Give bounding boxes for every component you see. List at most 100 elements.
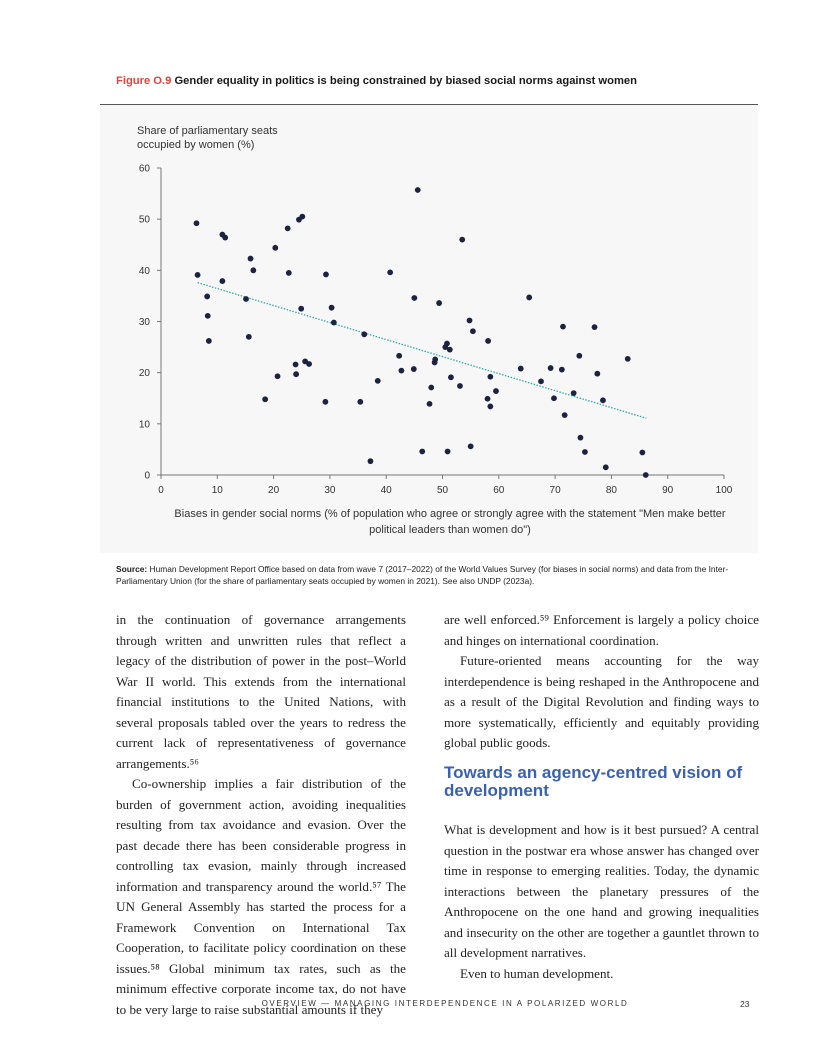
data-point — [642, 472, 649, 478]
paragraph: What is development and how is it best p… — [444, 822, 759, 960]
figure-title: Figure O.9 Gender equality in politics i… — [116, 75, 637, 87]
data-point — [594, 370, 601, 377]
running-footer: OVERVIEW — MANAGING INTERDEPENDENCE IN A… — [261, 999, 629, 1008]
data-point — [457, 383, 463, 389]
body-column-right-lower: What is development and how is it best p… — [444, 820, 759, 984]
data-point — [582, 449, 588, 455]
x-tick-label: 60 — [493, 485, 505, 496]
data-point — [419, 448, 426, 455]
data-point — [442, 344, 449, 350]
figure-number: Figure O.9 — [116, 75, 172, 87]
data-point — [547, 365, 554, 371]
paragraph: Future-oriented means accounting for the… — [444, 653, 759, 750]
data-point — [367, 458, 374, 465]
data-point — [396, 352, 403, 359]
data-point — [299, 213, 306, 220]
data-point — [485, 338, 492, 344]
x-tick-label: 100 — [716, 485, 733, 496]
data-point — [414, 187, 421, 193]
data-point — [526, 294, 533, 301]
data-point — [558, 366, 565, 373]
data-point — [323, 271, 329, 278]
data-point — [357, 398, 364, 405]
chart-panel — [100, 105, 758, 553]
data-point — [436, 300, 443, 306]
y-tick-label: 20 — [139, 368, 151, 379]
data-point — [448, 374, 454, 381]
x-tick-label: 50 — [437, 485, 449, 496]
data-point — [470, 328, 476, 335]
y-tick-label: 0 — [144, 471, 150, 482]
data-point — [446, 346, 453, 353]
data-point — [466, 317, 473, 324]
paragraph: are well enforced.⁵⁹ Enforcement is larg… — [444, 612, 759, 648]
data-point — [247, 255, 254, 262]
source-label: Source: — [116, 564, 148, 574]
data-point — [272, 244, 279, 251]
data-point — [426, 400, 433, 407]
x-tick-label: 0 — [158, 485, 164, 496]
data-point — [205, 338, 212, 344]
x-axis-label: Biases in gender social norms (% of popu… — [174, 508, 726, 536]
data-point — [431, 359, 438, 366]
section-heading: Towards an agency-centred vision of deve… — [444, 763, 743, 800]
data-point — [285, 269, 292, 276]
y-tick-label: 30 — [139, 317, 151, 328]
data-point — [576, 352, 583, 359]
x-tick-label: 90 — [662, 485, 674, 496]
data-point — [374, 377, 381, 384]
data-point — [551, 395, 557, 402]
data-point — [493, 388, 499, 394]
data-point — [194, 272, 201, 278]
data-point — [410, 366, 417, 372]
scatter-chart: 0 10 20 30 40 50 60 70 80 90 100 0 10 20 30 40 50 60 — [139, 164, 733, 497]
data-point — [243, 296, 249, 302]
data-point — [306, 361, 312, 367]
data-point — [293, 371, 300, 378]
y-tick-label: 60 — [139, 164, 151, 175]
data-point — [204, 312, 211, 319]
paragraph: in the continuation of governance arrang… — [116, 612, 406, 771]
page-number: 23 — [740, 999, 750, 1009]
data-point — [560, 323, 566, 330]
data-point — [600, 397, 606, 404]
data-point — [398, 367, 405, 374]
data-point — [639, 449, 646, 456]
data-point — [444, 448, 451, 455]
x-tick-label: 30 — [324, 485, 336, 496]
body-column-left: in the continuation of governance arrang… — [116, 610, 406, 1020]
data-point — [204, 293, 211, 300]
paragraph: Co-ownership implies a fair distribution… — [116, 776, 406, 1017]
source-text: Human Development Report Office based on… — [116, 564, 729, 586]
trend-line — [197, 281, 647, 419]
data-point — [411, 295, 418, 301]
data-point — [517, 365, 524, 372]
x-tick-label: 70 — [550, 485, 562, 496]
x-tick-label: 20 — [268, 485, 280, 496]
data-point — [250, 267, 257, 274]
data-point — [387, 269, 394, 276]
y-axis-label: Share of parliamentary seats occupied by… — [137, 125, 278, 151]
data-point — [193, 220, 200, 227]
data-point — [487, 373, 494, 380]
y-tick-label: 10 — [139, 419, 151, 430]
x-tick-label: 80 — [606, 485, 618, 496]
data-point — [561, 412, 568, 419]
data-point — [330, 319, 337, 326]
data-point — [262, 396, 269, 403]
data-point — [538, 378, 544, 385]
body-column-right: are well enforced.⁵⁹ Enforcement is larg… — [444, 610, 759, 754]
y-tick-label: 40 — [139, 266, 151, 277]
x-tick-label: 10 — [212, 485, 224, 496]
paragraph: Even to human development. — [460, 965, 614, 981]
figure-rule — [100, 104, 758, 105]
data-point — [274, 373, 281, 380]
data-point — [222, 234, 229, 241]
data-point — [487, 403, 494, 410]
data-point — [298, 305, 305, 312]
data-point — [219, 278, 226, 284]
data-point — [484, 395, 491, 402]
data-point — [591, 324, 598, 331]
data-point — [624, 355, 631, 362]
data-point — [467, 443, 474, 450]
